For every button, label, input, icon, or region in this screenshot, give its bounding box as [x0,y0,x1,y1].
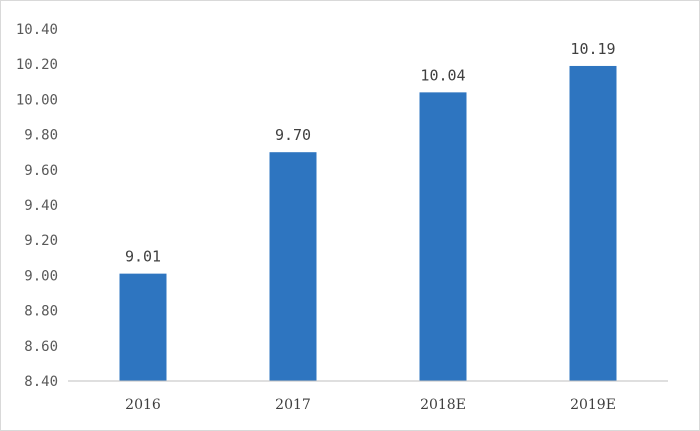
y-tick-label: 10.40 [16,22,58,38]
y-tick-label: 8.40 [24,374,58,390]
y-tick-label: 9.20 [24,233,58,249]
x-tick-label: 2016 [125,397,161,413]
bar [419,92,467,382]
x-tick-label: 2018E [420,397,466,413]
y-tick-label: 10.00 [16,92,58,108]
y-axis-ticks: 8.40 8.60 8.80 9.00 9.20 9.40 9.60 9.80 10.00 10.… [16,22,58,390]
bar [269,152,317,381]
y-tick-label: 9.80 [24,128,58,144]
x-tick-label: 2017 [275,397,311,413]
bars [119,65,617,382]
bar [569,65,617,382]
data-label: 10.04 [420,66,465,84]
data-label: 9.01 [125,248,161,266]
data-label: 9.70 [275,126,311,144]
y-tick-label: 9.60 [24,163,58,179]
data-label: 10.19 [570,40,615,58]
y-tick-label: 9.40 [24,198,58,214]
y-tick-label: 8.80 [24,304,58,320]
y-tick-label: 8.60 [24,339,58,355]
bar [119,273,167,381]
y-tick-label: 9.00 [24,268,58,284]
data-labels: 9.01 9.70 10.04 10.19 [125,40,616,266]
x-axis-ticks: 2016 2017 2018E 2019E [125,397,616,413]
x-tick-label: 2019E [570,397,616,413]
y-tick-label: 10.20 [16,57,58,73]
